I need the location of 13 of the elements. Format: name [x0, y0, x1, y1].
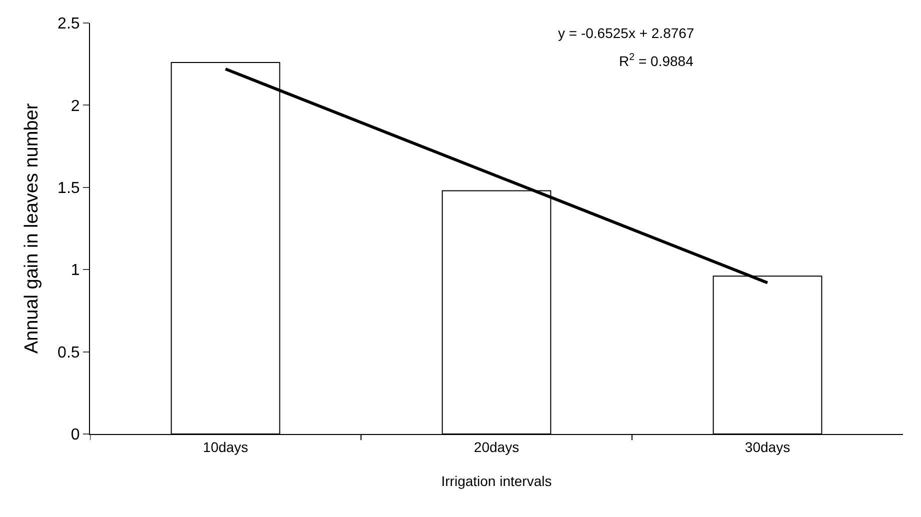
annotation: y = -0.6525x + 2.8767	[558, 25, 694, 41]
x-tick-label: 10days	[202, 438, 248, 455]
x-tick-label: 30days	[744, 438, 790, 455]
y-tick-label: 0.5	[58, 344, 80, 362]
annotation: R$^{2}$ = 0.9884	[619, 52, 694, 69]
x-tick-label: 20days	[474, 438, 520, 455]
y-tick-label: 0	[70, 426, 80, 444]
y-tick-label: 2	[70, 98, 80, 115]
y-axis-title: Annual gain in leaves number	[21, 102, 42, 354]
x-axis-title: Irrigation intervals	[441, 473, 552, 490]
y-tick-label: 1	[70, 262, 80, 280]
y-tick-label: 2.5	[58, 16, 80, 33]
y-tick-label: 1.5	[58, 180, 80, 197]
